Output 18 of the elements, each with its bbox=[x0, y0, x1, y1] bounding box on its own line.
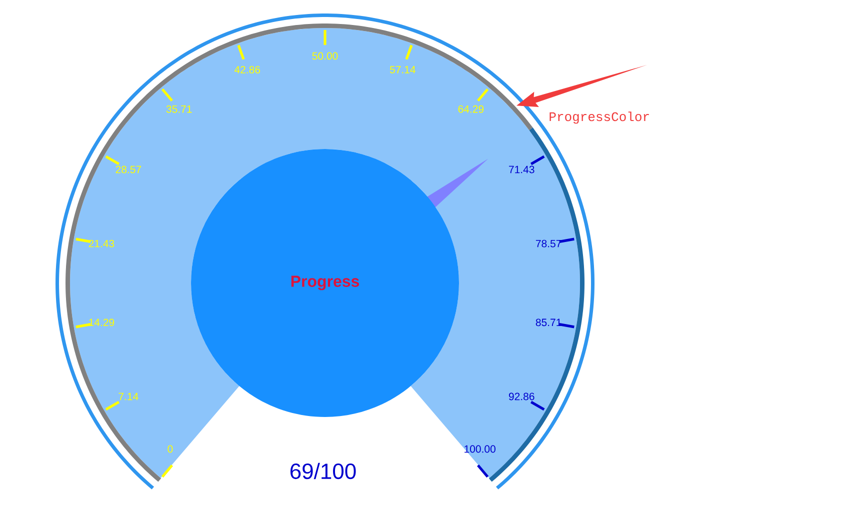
text: 35.71 bbox=[166, 105, 192, 113]
text: 21.43 bbox=[88, 240, 114, 248]
text: 85.71 bbox=[536, 318, 562, 326]
text: 69/100 bbox=[290, 462, 356, 480]
text: 71.43 bbox=[508, 166, 534, 174]
text: 100.00 bbox=[464, 445, 496, 453]
text: 28.57 bbox=[116, 166, 142, 174]
text: 78.57 bbox=[536, 240, 562, 248]
text: 57.14 bbox=[390, 66, 416, 74]
text: Progress bbox=[291, 276, 360, 290]
text: 14.29 bbox=[89, 318, 114, 326]
text: 92.86 bbox=[508, 392, 534, 400]
text: 64.29 bbox=[458, 105, 484, 113]
text: 50.00 bbox=[312, 52, 338, 60]
text: 7.14 bbox=[118, 392, 138, 400]
text: 42.86 bbox=[234, 66, 260, 74]
text: 0 bbox=[168, 445, 173, 453]
slice-label: ProgressColor bbox=[550, 112, 649, 124]
